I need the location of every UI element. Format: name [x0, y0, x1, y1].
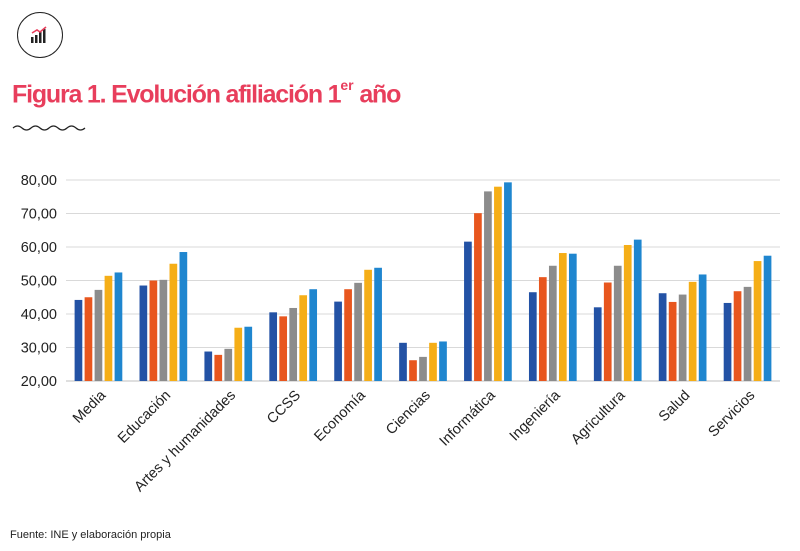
bar [344, 289, 352, 381]
bar [763, 255, 772, 381]
y-tick-label: 60,00 [21, 240, 57, 256]
bar [419, 356, 427, 381]
bar [399, 342, 407, 381]
x-tick-label: Educación [115, 388, 174, 447]
source-note: Fuente: INE y elaboración propia [10, 529, 171, 541]
bar [139, 285, 148, 381]
y-tick-label: 50,00 [21, 274, 57, 290]
y-tick-label: 40,00 [21, 307, 57, 323]
bar [224, 348, 233, 381]
bar [354, 282, 362, 381]
bar [114, 272, 123, 381]
bar [753, 261, 762, 381]
x-tick-label: Informática [437, 387, 500, 450]
bar-chart-icon [31, 26, 47, 43]
bar [204, 351, 213, 381]
bar [234, 327, 243, 381]
bar [464, 241, 472, 381]
bar [334, 301, 342, 381]
bar [364, 269, 372, 381]
bar [494, 186, 502, 381]
bar [568, 253, 577, 381]
y-tick-label: 80,00 [21, 173, 57, 189]
bar [374, 267, 382, 381]
bar [179, 252, 188, 381]
bar [603, 282, 612, 381]
bar [94, 289, 103, 381]
bar [279, 316, 288, 381]
bar [214, 354, 223, 381]
bar [159, 279, 168, 381]
x-tick-label: Agricultura [568, 387, 629, 448]
x-tick-label: Servicios [705, 388, 758, 441]
bar [244, 326, 253, 381]
y-tick-label: 70,00 [21, 207, 57, 223]
x-tick-label: CCSS [264, 388, 304, 428]
bar [658, 293, 667, 381]
bar [538, 277, 547, 381]
bar [733, 291, 742, 381]
bar [688, 281, 697, 381]
y-tick-label: 20,00 [21, 374, 57, 390]
bar [289, 307, 298, 381]
bar [698, 274, 707, 381]
bar [309, 289, 318, 381]
page-title: Figura 1. Evolución afiliación 1er año [12, 77, 401, 109]
x-tick-label: Media [70, 387, 110, 427]
bar [149, 280, 158, 381]
bar [668, 301, 677, 381]
bar [623, 244, 632, 381]
x-tick-label: Ciencias [383, 388, 434, 439]
decorative-wave [12, 125, 86, 131]
bar [169, 263, 178, 381]
bar [84, 297, 93, 381]
bar [74, 299, 83, 381]
bar [743, 286, 752, 381]
bar [593, 307, 602, 381]
bar [528, 292, 537, 381]
bar [678, 294, 687, 381]
bar [558, 253, 567, 381]
y-tick-label: 30,00 [21, 341, 57, 357]
bar [409, 360, 417, 381]
bar [474, 213, 482, 381]
bar [504, 182, 512, 381]
x-tick-label: Ingeniería [507, 387, 565, 445]
bar [633, 239, 642, 381]
logo [17, 12, 63, 58]
bar [104, 275, 113, 381]
bar [439, 341, 447, 381]
bar [429, 342, 437, 381]
bar [269, 312, 278, 381]
bar [613, 265, 622, 381]
bar [299, 295, 308, 381]
x-tick-label: Economía [311, 387, 369, 445]
bar [548, 265, 557, 381]
x-tick-label: Salud [656, 388, 694, 426]
bar [723, 302, 732, 381]
bar [484, 191, 492, 381]
bar-chart: 20,00 30,00 40,00 50,00 60,00 70,00 80,00 Media… [21, 173, 780, 495]
